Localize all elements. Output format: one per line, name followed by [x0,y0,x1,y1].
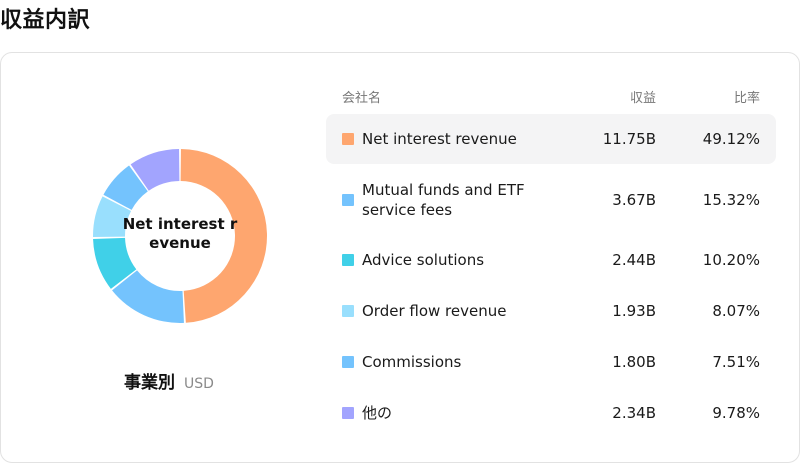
row-ratio: 8.07% [712,302,760,320]
row-revenue: 1.80B [612,353,656,371]
donut-slice-1[interactable] [112,270,184,323]
donut-slice-3[interactable] [93,196,132,238]
legend-swatch [342,194,354,206]
row-name: Order flow revenue [362,302,507,320]
column-header-ratio: 比率 [733,91,760,106]
chart-caption-unit: USD [184,376,214,392]
row-revenue: 1.93B [612,302,656,320]
table-row-order-flow-revenue[interactable]: Order flow revenue 1.93B 8.07% [326,286,776,336]
legend-swatch [342,305,354,317]
donut-slice-2[interactable] [93,237,137,289]
donut-chart[interactable]: Net interest revenue [89,145,271,327]
table-row-other[interactable]: 他の 2.34B 9.78% [326,388,776,438]
row-ratio: 9.78% [712,404,760,422]
row-revenue: 2.34B [612,404,656,422]
row-name: Commissions [362,353,462,371]
table-header: 会社名 収益 比率 [326,87,776,107]
row-name: Net interest revenue [362,130,517,148]
donut-slice-0[interactable] [180,149,268,323]
legend-swatch [342,356,354,368]
legend-swatch [342,254,354,266]
row-revenue: 2.44B [612,251,656,269]
row-revenue: 11.75B [602,130,656,148]
row-ratio: 49.12% [702,130,760,148]
legend-swatch [342,407,354,419]
donut-slice-5[interactable] [130,149,180,191]
donut-chart-svg[interactable] [89,145,271,327]
row-name: Advice solutions [362,251,485,269]
row-ratio: 7.51% [712,353,760,371]
table-row-mutual-funds[interactable]: Mutual funds and ETF service fees 3.67B … [326,175,776,225]
row-revenue: 3.67B [612,191,656,209]
row-ratio: 10.20% [702,251,760,269]
column-header-revenue: 収益 [629,91,656,106]
column-header-name: 会社名 [342,91,382,106]
row-name: Mutual funds and ETF service fees [362,181,525,219]
donut-slice-4[interactable] [103,165,148,210]
table-row-advice-solutions[interactable]: Advice solutions 2.44B 10.20% [326,235,776,285]
page-title: 収益内訳 [0,8,91,33]
chart-caption-title: 事業別 [124,373,175,393]
row-ratio: 15.32% [702,191,760,209]
table-row-net-interest-revenue[interactable]: Net interest revenue 11.75B 49.12% [326,114,776,164]
legend-swatch [342,133,354,145]
row-name: 他の [362,404,393,422]
donut-center-label: Net interest revenue [122,215,238,252]
revenue-breakdown-card: Net interest revenue 事業別 USD 会社名 収益 比率 N… [0,52,800,463]
table-row-commissions[interactable]: Commissions 1.80B 7.51% [326,337,776,387]
chart-caption: 事業別 USD [124,368,214,393]
